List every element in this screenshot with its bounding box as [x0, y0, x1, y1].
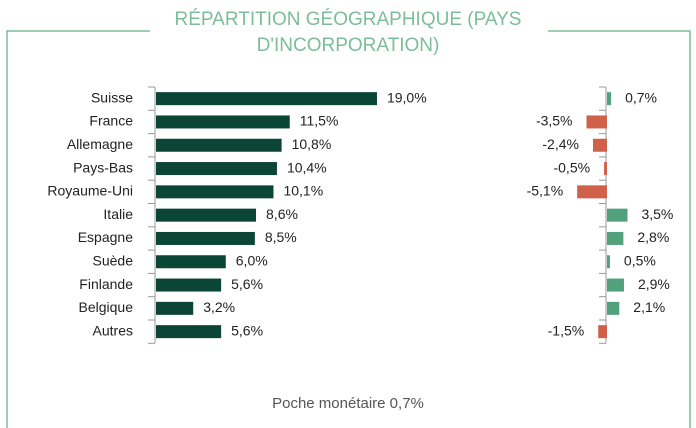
bar [607, 92, 612, 106]
value-label: 10,8% [292, 136, 332, 152]
category-label: Italie [103, 206, 133, 222]
value-label: 2,1% [633, 299, 665, 315]
bar [607, 208, 628, 222]
category-label: France [89, 113, 133, 129]
category-label: Allemagne [67, 136, 133, 152]
value-label: 8,6% [266, 206, 298, 222]
title: D'INCORPORATION) [257, 35, 440, 56]
bar [607, 301, 620, 315]
value-label: -2,4% [542, 136, 579, 152]
value-label: 5,6% [231, 276, 263, 292]
value-label: 0,7% [625, 89, 657, 105]
value-label: 8,5% [265, 229, 297, 245]
bar [577, 185, 607, 199]
bar [592, 138, 607, 152]
bar [156, 185, 274, 199]
footnote: Poche monétaire 0,7% [272, 395, 424, 412]
value-label: 19,0% [387, 89, 427, 105]
value-label: 3,5% [641, 206, 673, 222]
category-label: Suède [93, 252, 134, 268]
bar [607, 278, 624, 292]
category-label: Royaume-Uni [47, 183, 133, 199]
bar [156, 255, 226, 269]
bar [598, 325, 607, 339]
category-label: Suisse [91, 89, 133, 105]
value-label: 2,8% [637, 229, 669, 245]
category-label: Belgique [79, 299, 134, 315]
bar [156, 301, 194, 315]
category-label: Espagne [78, 229, 133, 245]
value-label: -5,1% [527, 183, 564, 199]
value-label: 11,5% [300, 113, 339, 129]
value-label: -1,5% [548, 322, 585, 338]
category-label: Pays-Bas [73, 159, 133, 175]
bar [607, 231, 624, 245]
bar [156, 162, 277, 176]
value-label: -3,5% [536, 113, 573, 129]
bar [156, 208, 257, 222]
title: RÉPARTITION GÉOGRAPHIQUE (PAYS [175, 9, 522, 30]
value-label: -0,5% [553, 159, 590, 175]
bar [156, 92, 377, 106]
bar [156, 325, 222, 339]
value-label: 5,6% [231, 322, 263, 338]
bar [156, 115, 290, 129]
bar [156, 278, 222, 292]
category-label: Finlande [79, 276, 133, 292]
value-label: 10,4% [287, 159, 327, 175]
value-label: 2,9% [638, 276, 670, 292]
bar [604, 162, 607, 176]
value-label: 0,5% [624, 252, 656, 268]
value-label: 10,1% [283, 183, 323, 199]
value-label: 3,2% [203, 299, 235, 315]
bar [586, 115, 607, 129]
frame [548, 30, 691, 428]
bar [156, 231, 255, 245]
value-label: 6,0% [236, 252, 268, 268]
bar [156, 138, 282, 152]
category-label: Autres [93, 322, 133, 338]
bar [607, 255, 610, 269]
frame [6, 30, 150, 428]
